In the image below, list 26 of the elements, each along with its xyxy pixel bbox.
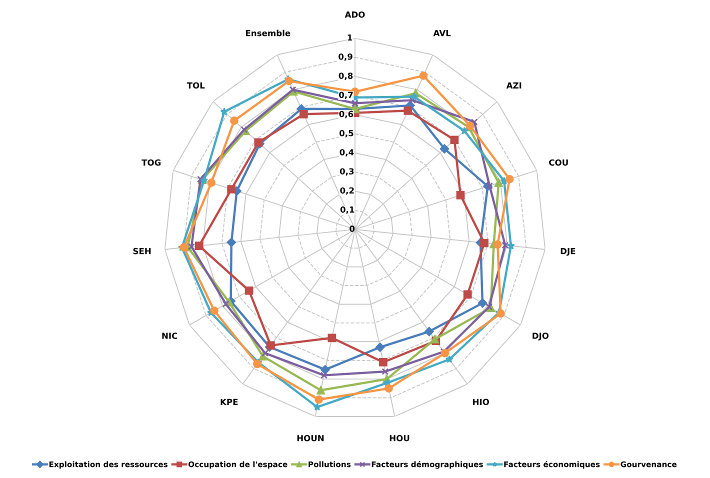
spoke-label: COU xyxy=(549,159,568,166)
spoke-label: TOL xyxy=(186,82,205,89)
y-tick-label: 0,4 xyxy=(340,149,354,156)
spoke-label: Ensemble xyxy=(246,30,290,36)
spoke-label: SEH xyxy=(133,248,151,254)
y-tick-label: 0,3 xyxy=(340,168,354,176)
spoke-label: NIC xyxy=(162,332,178,339)
spoke-label: AVL xyxy=(433,30,451,36)
spoke-label: AZI xyxy=(506,82,522,88)
spoke-label: TOG xyxy=(142,159,161,166)
spoke-label: DJO xyxy=(532,332,549,340)
y-tick-label: 0,1 xyxy=(340,206,354,214)
spoke-label: ADO xyxy=(344,11,365,18)
y-tick-label: 0,6 xyxy=(339,110,354,118)
y-tick-label: 0,2 xyxy=(340,187,354,195)
spoke-label: KPE xyxy=(220,398,238,405)
y-tick-label: 0,5 xyxy=(339,130,354,138)
y-tick-label: 0,9 xyxy=(338,53,352,61)
y-tick-label: 0,8 xyxy=(338,72,353,80)
y-tick-label: 0,7 xyxy=(339,92,353,100)
spoke-label: HIO xyxy=(473,398,490,406)
y-tick-label: 0 xyxy=(350,226,355,232)
y-tick-label: 1 xyxy=(348,34,352,41)
spoke-label: DJE xyxy=(560,248,576,256)
spoke-label: HOUN xyxy=(297,434,324,442)
spoke-label: HOU xyxy=(390,434,410,442)
